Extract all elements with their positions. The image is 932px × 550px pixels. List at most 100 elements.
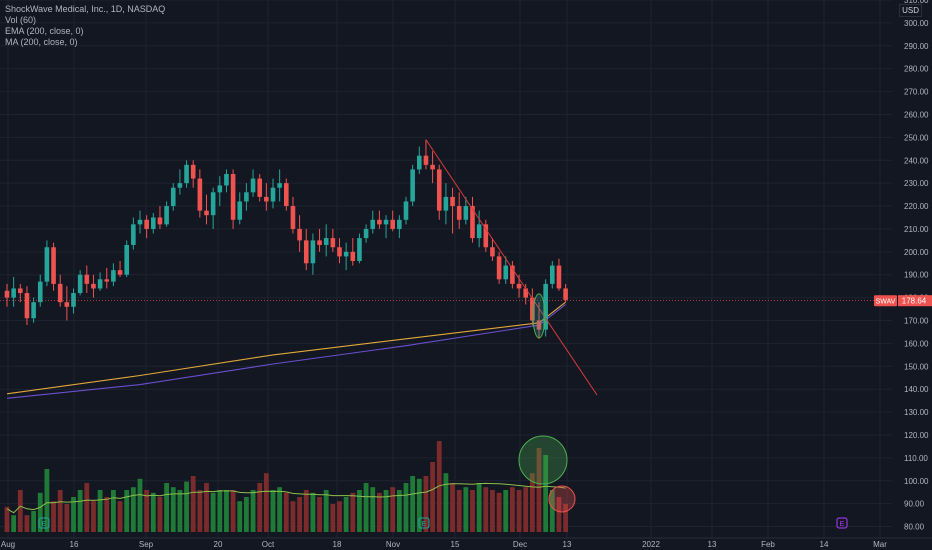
candle-body	[536, 320, 542, 330]
candle-body	[217, 185, 223, 193]
candle-body	[18, 288, 23, 294]
candle-body	[476, 224, 482, 239]
volume-bar	[64, 504, 70, 532]
volume-bar	[543, 455, 549, 532]
candle-body	[177, 183, 183, 188]
trend-line[interactable]	[425, 139, 598, 396]
y-tick-label: 250.00	[904, 133, 929, 142]
candle-body	[270, 187, 276, 202]
candle-body	[377, 219, 382, 225]
volume-bar	[24, 515, 30, 532]
volume-bar	[483, 487, 489, 532]
chart-grid	[0, 0, 892, 538]
earnings-marker[interactable]	[418, 517, 430, 529]
volume-bar	[37, 492, 43, 532]
volume-bar	[44, 469, 50, 532]
candle-body	[563, 288, 568, 300]
volume-bar	[257, 483, 263, 532]
volume-bar	[310, 492, 316, 532]
candle-body	[383, 219, 389, 225]
y-tick-label: 280.00	[904, 65, 929, 74]
candle-body	[237, 201, 243, 220]
volume-highlight-green[interactable]	[518, 435, 568, 485]
time-axis[interactable]: Aug 16 Sep 20 Oct 18 Nov 15 Dec 13 2022 13 Feb 14 Mar	[0, 537, 932, 549]
candle-body	[51, 247, 56, 284]
candle-body	[64, 302, 70, 307]
volume-highlight-red[interactable]	[548, 485, 576, 513]
candle-body	[503, 265, 509, 280]
y-tick-label: 170.00	[904, 317, 929, 326]
volume-bar	[204, 483, 209, 532]
candle-body	[290, 206, 296, 229]
candle-body	[310, 240, 316, 264]
candle-body	[436, 169, 442, 211]
indicator-ma[interactable]: MA (200, close, 0)	[5, 37, 78, 47]
y-tick-label: 80.00	[904, 523, 925, 532]
y-tick-label: 90.00	[904, 500, 925, 509]
candle-body	[157, 217, 163, 225]
candle-body	[510, 265, 515, 284]
x-tick-label: Aug	[1, 540, 15, 549]
x-tick-label: 18	[333, 540, 342, 549]
highlight-ellipse[interactable]	[532, 293, 546, 339]
volume-bar	[390, 487, 396, 532]
symbol-tag-bg	[874, 295, 897, 307]
y-tick-label: 190.00	[904, 271, 929, 280]
currency-label[interactable]: USD	[899, 4, 922, 17]
candle-body	[37, 281, 43, 303]
volume-bar	[244, 497, 249, 532]
candle-body	[357, 238, 362, 261]
volume-bar	[117, 501, 123, 532]
candlesticks	[4, 139, 568, 339]
volume-bar	[563, 504, 568, 532]
earnings-marker-label: E	[42, 521, 47, 528]
candle-body	[24, 293, 30, 319]
volume-bar	[410, 476, 416, 532]
candle-body	[91, 283, 96, 289]
y-tick-label: 270.00	[904, 88, 929, 97]
volume-bar	[290, 501, 296, 532]
y-tick-label: 100.00	[904, 477, 929, 486]
volume-bar	[124, 490, 130, 532]
volume-bar	[111, 490, 116, 532]
volume-bar	[283, 492, 289, 532]
candle-body	[264, 196, 269, 202]
volume-bar	[510, 487, 515, 532]
volume-bar	[436, 441, 442, 532]
y-tick-label: 230.00	[904, 179, 929, 188]
candle-body	[397, 219, 402, 229]
earnings-marker[interactable]	[38, 517, 50, 529]
candle-body	[137, 219, 143, 225]
chart-title[interactable]: ShockWave Medical, Inc., 1D, NASDAQ	[5, 4, 166, 14]
volume-bar	[277, 487, 283, 532]
price-axis[interactable]: 80.00 90.00 100.00 110.00 120.00 130.00 140.00…	[892, 0, 932, 550]
earnings-marker[interactable]	[836, 517, 848, 529]
volume-bar	[443, 473, 449, 532]
volume-bar	[536, 448, 542, 532]
candle-body	[443, 196, 449, 211]
volume-bar	[51, 501, 56, 532]
x-tick-label: 2022	[642, 540, 660, 549]
ema-line	[6, 301, 566, 395]
volume-bars	[4, 441, 568, 532]
volume-bar	[130, 487, 136, 532]
volume-bar	[190, 476, 196, 532]
candle-body	[4, 290, 10, 298]
indicator-volume[interactable]: Vol (60)	[5, 15, 37, 25]
candle-body	[350, 251, 356, 261]
candle-body	[470, 206, 475, 239]
candle-body	[250, 178, 256, 193]
candle-body	[124, 244, 129, 275]
earnings-marker-label: E	[422, 521, 427, 528]
volume-bar	[57, 490, 63, 532]
volume-bar	[490, 490, 495, 532]
volume-bar	[516, 490, 522, 532]
candle-body	[543, 283, 548, 330]
volume-bar	[383, 490, 389, 532]
volume-bar	[164, 483, 169, 532]
volume-bar	[416, 478, 422, 532]
indicator-ema[interactable]: EMA (200, close, 0)	[5, 26, 84, 36]
candle-body	[230, 173, 236, 220]
candle-body	[224, 173, 229, 186]
